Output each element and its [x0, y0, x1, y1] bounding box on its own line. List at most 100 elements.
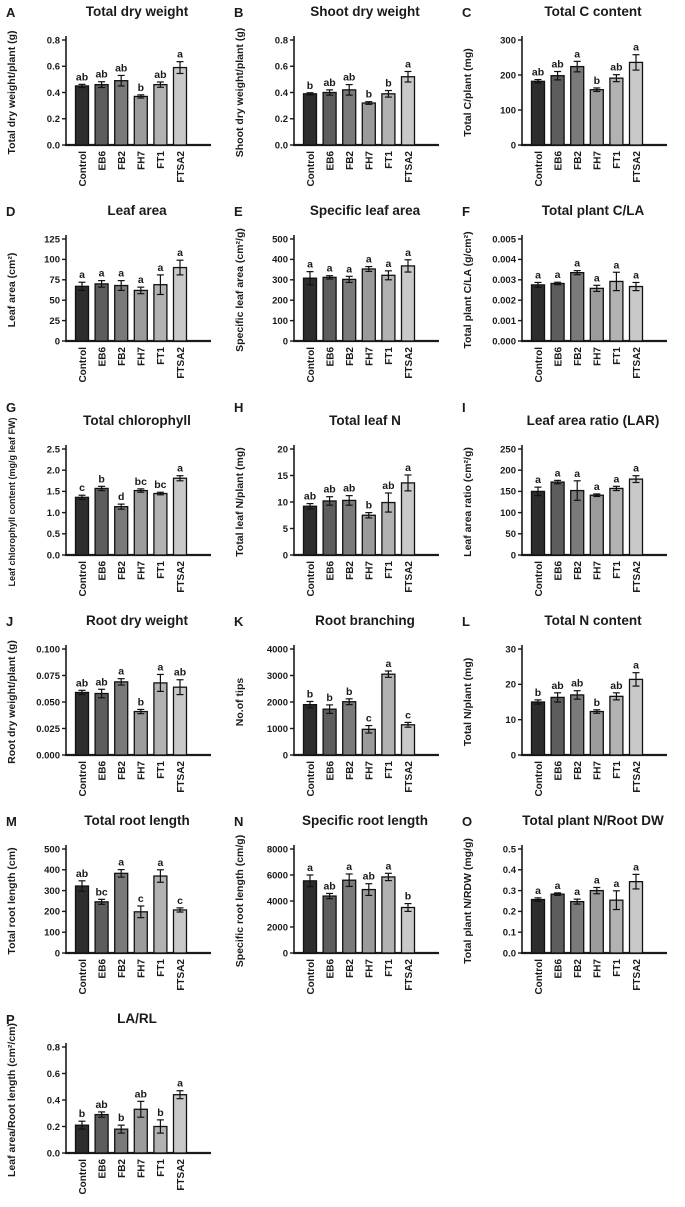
x-category-label: FB2: [573, 761, 584, 780]
bar-M-EB6: [94, 901, 109, 954]
sig-letter: a: [633, 42, 639, 54]
panel-title: Total dry weight: [86, 4, 189, 19]
x-category-label: Control: [306, 561, 317, 597]
sig-letter: b: [366, 500, 372, 512]
sig-letter: a: [405, 247, 411, 259]
x-category-label: FTSA2: [404, 761, 415, 793]
x-category-label: FH7: [365, 959, 376, 978]
y-tick-label: 0.8: [47, 35, 60, 46]
x-category-label: FH7: [137, 959, 148, 978]
x-category-label: EB6: [97, 347, 108, 367]
x-category-label: FT1: [612, 959, 623, 977]
y-axis-label: Total leaf N/plant (mg): [234, 447, 246, 556]
x-category-label: FTSA2: [176, 347, 187, 379]
sig-letter: a: [327, 263, 333, 275]
bar-L-FT1: [609, 695, 624, 756]
panel-title: Total leaf N: [329, 413, 401, 428]
y-tick-label: 100: [44, 255, 60, 266]
x-category-label: EB6: [553, 959, 564, 979]
bar-N-FTSA2: [400, 906, 416, 954]
y-tick-label: 400: [272, 255, 288, 266]
y-tick-label: 0.4: [47, 1095, 61, 1106]
sig-letter: a: [613, 473, 619, 485]
y-tick-label: 125: [44, 234, 61, 245]
x-category-label: FB2: [117, 561, 128, 580]
y-axis-label: Leaf area (cm²): [6, 253, 18, 328]
x-category-label: Control: [534, 561, 545, 597]
x-category-label: FH7: [137, 347, 148, 366]
sig-letter: ab: [571, 678, 583, 690]
sig-letter: a: [535, 474, 541, 486]
y-tick-label: 0.003: [492, 275, 516, 286]
y-tick-label: 0.6: [47, 1069, 60, 1080]
x-category-label: FT1: [384, 347, 395, 365]
sig-letter: b: [98, 473, 104, 485]
bar-N-EB6: [322, 895, 337, 954]
panel-C: C Total C content Total C/plant (mg) 0 100 20…: [456, 0, 684, 199]
bar-H-FH7: [361, 514, 376, 556]
y-tick-label: 3000: [267, 671, 288, 682]
x-category-label: FB2: [117, 1159, 128, 1178]
y-tick-label: 0: [283, 336, 288, 347]
x-category-label: FT1: [384, 151, 395, 169]
x-category-label: FT1: [156, 761, 167, 779]
y-tick-label: 20: [505, 680, 516, 691]
x-category-label: FTSA2: [404, 151, 415, 183]
sig-letter: a: [535, 885, 541, 897]
sig-letter: b: [535, 687, 541, 699]
panel-title: LA/RL: [117, 1011, 157, 1026]
sig-letter: a: [177, 247, 183, 259]
x-category-label: EB6: [97, 561, 108, 581]
sig-letter: b: [307, 80, 313, 92]
panel-letter: B: [234, 5, 243, 20]
sig-letter: a: [613, 259, 619, 271]
panel-L: L Total N content Total N/plant (mg) 0 10 20 3…: [456, 609, 684, 809]
sig-letter: ab: [551, 59, 563, 71]
bar-L-FB2: [570, 694, 585, 756]
panel-title: Specific leaf area: [310, 203, 421, 218]
sig-letter: ab: [363, 871, 375, 883]
bar-chart-J: J Root dry weight Root dry weight/plant (g…: [6, 613, 211, 797]
sig-letter: a: [307, 862, 313, 874]
bar-K-Control: [302, 704, 318, 756]
y-tick-label: 100: [272, 316, 288, 327]
bar-G-FH7: [133, 489, 148, 556]
bar-chart-A: A Total dry weight Total dry weight/plant …: [6, 4, 211, 187]
x-category-label: FTSA2: [632, 347, 643, 379]
x-category-label: FH7: [365, 761, 376, 780]
x-category-label: EB6: [553, 347, 564, 367]
y-tick-label: 1.0: [47, 508, 60, 519]
sig-letter: b: [118, 1112, 124, 1124]
bar-E-FT1: [381, 274, 396, 342]
y-tick-label: 500: [272, 234, 288, 245]
bar-D-FB2: [114, 284, 129, 342]
sig-letter: a: [555, 467, 561, 479]
panel-title: Total plant N/Root DW: [522, 813, 664, 828]
y-tick-label: 8000: [267, 844, 288, 855]
sig-letter: a: [574, 886, 580, 898]
bar-O-FTSA2: [628, 881, 644, 954]
y-tick-label: 10: [505, 715, 516, 726]
y-tick-label: 1.5: [47, 487, 61, 498]
panel-B: B Shoot dry weight Shoot dry weight/plant …: [228, 0, 456, 199]
bar-C-EB6: [550, 75, 565, 146]
y-tick-label: 150: [500, 487, 516, 498]
x-category-label: FTSA2: [632, 959, 643, 991]
panel-title: Leaf area ratio (LAR): [527, 413, 660, 428]
x-category-label: EB6: [325, 761, 336, 781]
sig-letter: b: [405, 891, 411, 903]
y-axis-label: Shoot dry weight/plant (g): [234, 28, 246, 158]
bar-K-FT1: [381, 673, 396, 756]
panel-D: D Leaf area Leaf area (cm²) 0 25 50 75 100 125 a C…: [0, 199, 228, 395]
y-tick-label: 2.5: [47, 444, 61, 455]
y-tick-label: 250: [500, 444, 516, 455]
y-tick-label: 2000: [267, 697, 288, 708]
y-axis-label: Total plant N/RDW (mg/g): [462, 838, 474, 964]
y-tick-label: 0.4: [47, 88, 61, 99]
x-category-label: FT1: [384, 959, 395, 977]
sig-letter: ab: [323, 77, 335, 89]
sig-letter: b: [594, 697, 600, 709]
y-tick-label: 0: [511, 750, 516, 761]
sig-letter: a: [366, 254, 372, 266]
y-tick-label: 0.005: [492, 234, 516, 245]
